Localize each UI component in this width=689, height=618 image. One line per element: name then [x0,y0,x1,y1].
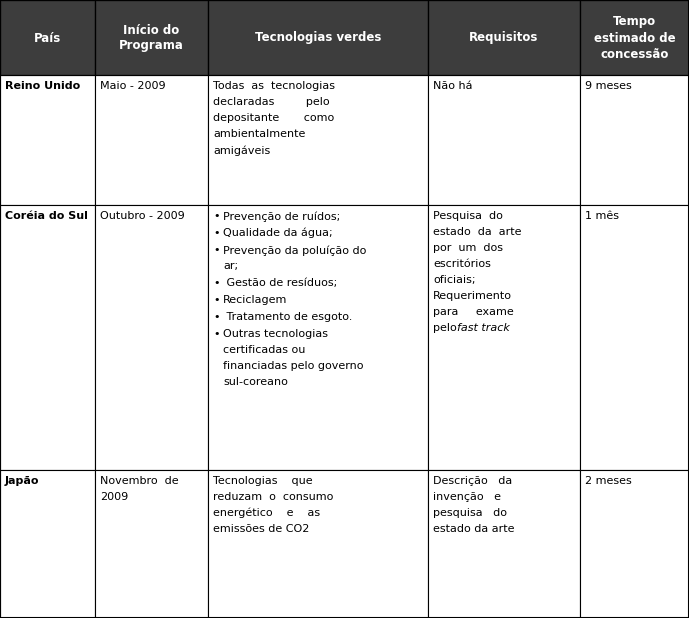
Bar [428,470,580,618]
Bar [95,0,208,75]
Text: Descrição   da: Descrição da [433,476,512,486]
Bar [95,470,208,618]
Text: depositante       como: depositante como [213,113,334,123]
Text: estado  da  arte: estado da arte [433,227,522,237]
Bar [0,75,95,205]
Text: Reciclagem: Reciclagem [223,295,287,305]
Text: Pesquisa  do: Pesquisa do [433,211,503,221]
Bar [580,470,689,618]
Text: Outras tecnologias: Outras tecnologias [223,329,328,339]
Text: Tratamento de esgoto.: Tratamento de esgoto. [223,312,352,322]
Bar [580,205,689,470]
Bar [580,75,689,205]
Text: 2009: 2009 [100,492,128,502]
Text: 2 meses: 2 meses [585,476,632,486]
Text: escritórios: escritórios [433,259,491,269]
Text: Início do: Início do [123,23,180,36]
Text: por  um  dos: por um dos [433,243,503,253]
Bar [208,470,428,618]
Bar [95,75,208,205]
Text: Tecnologias verdes: Tecnologias verdes [255,32,381,44]
Text: financiadas pelo governo: financiadas pelo governo [223,361,364,371]
Text: Maio - 2009: Maio - 2009 [100,81,165,91]
Text: invenção   e: invenção e [433,492,501,502]
Text: •: • [213,245,220,255]
Text: Tempo: Tempo [613,15,656,28]
Text: Todas  as  tecnologias: Todas as tecnologias [213,81,335,91]
Text: certificadas ou: certificadas ou [223,345,305,355]
Bar [208,75,428,205]
Text: •: • [213,228,220,238]
Text: oficiais;: oficiais; [433,275,475,285]
Bar [0,0,95,75]
Text: Prevenção de ruídos;: Prevenção de ruídos; [223,211,340,221]
Text: Novembro  de: Novembro de [100,476,178,486]
Text: Reino Unido: Reino Unido [5,81,80,91]
Text: Programa: Programa [119,40,184,53]
Text: •: • [213,329,220,339]
Bar [428,75,580,205]
Text: emissões de CO2: emissões de CO2 [213,524,309,534]
Text: Outubro - 2009: Outubro - 2009 [100,211,185,221]
Text: 9 meses: 9 meses [585,81,632,91]
Text: Tecnologias    que: Tecnologias que [213,476,313,486]
Text: concessão: concessão [600,48,669,61]
Text: •: • [213,278,220,288]
Bar [580,0,689,75]
Text: 1 mês: 1 mês [585,211,619,221]
Text: para     exame: para exame [433,307,514,317]
Text: Japão: Japão [5,476,39,486]
Bar [428,205,580,470]
Bar [0,0,95,75]
Bar [580,0,689,75]
Text: Requerimento: Requerimento [433,291,512,301]
Text: reduzam  o  consumo: reduzam o consumo [213,492,333,502]
Text: energético    e    as: energético e as [213,508,320,519]
Bar [428,0,580,75]
Text: fast track: fast track [457,323,510,333]
Bar [428,0,580,75]
Bar [95,205,208,470]
Text: •: • [213,295,220,305]
Text: Qualidade da água;: Qualidade da água; [223,228,333,239]
Bar [0,205,95,470]
Bar [208,0,428,75]
Text: estado da arte: estado da arte [433,524,515,534]
Text: declaradas         pelo: declaradas pelo [213,97,329,107]
Text: pesquisa   do: pesquisa do [433,508,507,518]
Bar [0,470,95,618]
Bar [208,0,428,75]
Text: •: • [213,211,220,221]
Text: sul-coreano: sul-coreano [223,377,288,387]
Text: estimado de: estimado de [594,32,675,44]
Text: País: País [34,32,61,44]
Text: ambientalmente: ambientalmente [213,129,305,139]
Text: Coréia do Sul: Coréia do Sul [5,211,88,221]
Bar [208,205,428,470]
Text: Gestão de resíduos;: Gestão de resíduos; [223,278,337,288]
Text: •: • [213,312,220,322]
Text: pelo: pelo [433,323,460,333]
Text: Requisitos: Requisitos [469,32,539,44]
Text: amigáveis: amigáveis [213,145,270,156]
Text: ar;: ar; [223,261,238,271]
Text: Não há: Não há [433,81,473,91]
Bar [95,0,208,75]
Text: Prevenção da poluíção do: Prevenção da poluíção do [223,245,367,255]
